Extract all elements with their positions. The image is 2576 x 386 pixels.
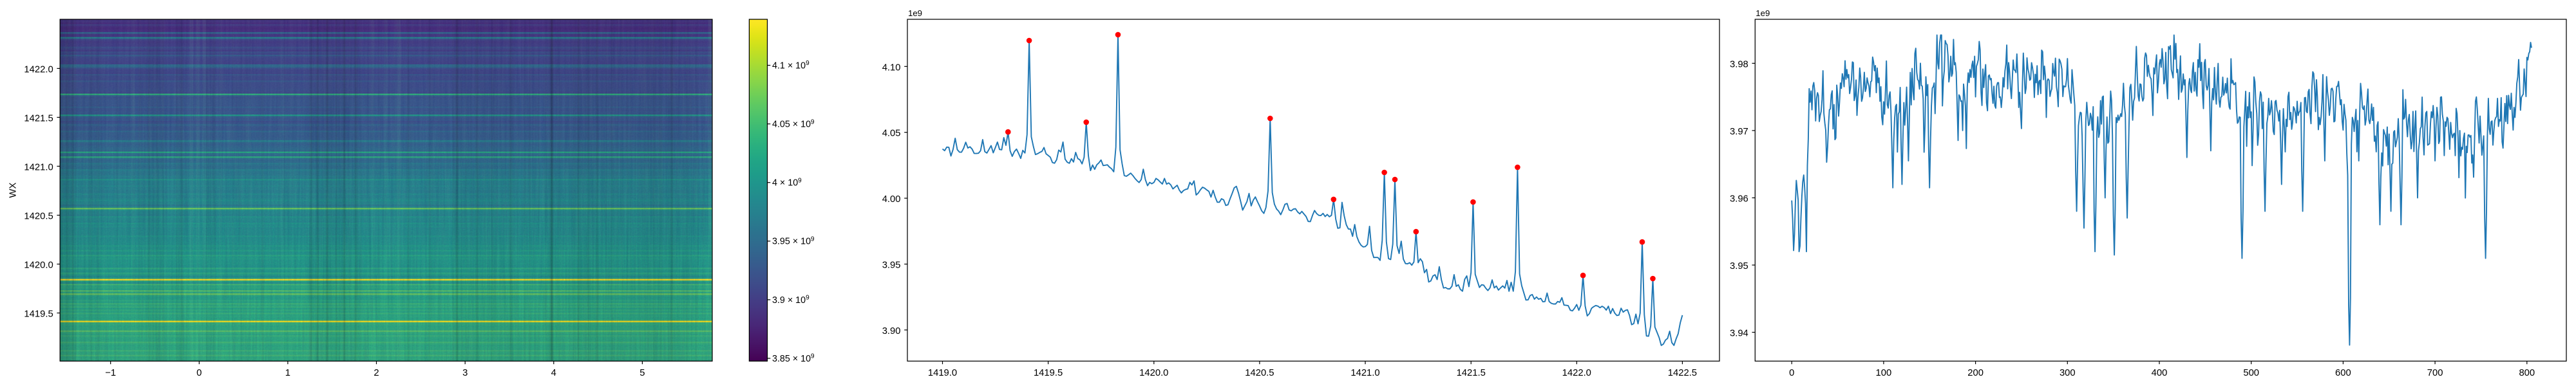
svg-text:1419.5: 1419.5 (24, 309, 53, 320)
svg-text:4.05 × 109: 4.05 × 109 (772, 118, 815, 129)
svg-text:0: 0 (1789, 368, 1794, 378)
svg-text:1421.5: 1421.5 (24, 113, 53, 124)
svg-text:4.05: 4.05 (882, 129, 901, 139)
svg-text:100: 100 (1876, 368, 1892, 378)
svg-text:3.96: 3.96 (1730, 194, 1748, 205)
svg-text:3.95: 3.95 (1730, 261, 1748, 271)
svg-text:4.00: 4.00 (882, 194, 901, 205)
svg-text:3: 3 (462, 368, 468, 378)
svg-text:1420.5: 1420.5 (24, 212, 53, 222)
svg-text:3.97: 3.97 (1730, 127, 1748, 137)
svg-text:800: 800 (2519, 368, 2535, 378)
svg-text:1419.5: 1419.5 (1034, 368, 1063, 378)
svg-text:4 × 109: 4 × 109 (772, 177, 802, 188)
svg-text:500: 500 (2243, 368, 2259, 378)
svg-text:300: 300 (2060, 368, 2076, 378)
svg-text:3.98: 3.98 (1730, 59, 1748, 69)
svg-text:1421.5: 1421.5 (1457, 368, 1486, 378)
svg-text:3.95: 3.95 (882, 261, 901, 271)
svg-text:−1: −1 (105, 368, 116, 378)
svg-text:1420.5: 1420.5 (1245, 368, 1274, 378)
svg-text:400: 400 (2152, 368, 2168, 378)
svg-text:4: 4 (551, 368, 556, 378)
svg-text:1421.0: 1421.0 (24, 162, 53, 172)
svg-text:3.94: 3.94 (1730, 329, 1748, 339)
svg-text:4.1 × 109: 4.1 × 109 (772, 60, 810, 71)
svg-text:3.90: 3.90 (882, 326, 901, 336)
svg-text:1422.0: 1422.0 (24, 64, 53, 75)
svg-text:WX: WX (8, 183, 19, 198)
svg-text:3.95 × 109: 3.95 × 109 (772, 236, 815, 247)
svg-text:4.10: 4.10 (882, 62, 901, 73)
svg-text:1: 1 (285, 368, 290, 378)
svg-text:1421.0: 1421.0 (1350, 368, 1379, 378)
svg-text:1e9: 1e9 (908, 8, 922, 18)
svg-text:1420.0: 1420.0 (24, 261, 53, 271)
svg-text:0: 0 (196, 368, 202, 378)
svg-text:700: 700 (2427, 368, 2443, 378)
svg-text:1420.0: 1420.0 (1139, 368, 1168, 378)
svg-text:3.85 × 109: 3.85 × 109 (772, 353, 815, 364)
svg-text:1422.5: 1422.5 (1668, 368, 1697, 378)
svg-text:1419.0: 1419.0 (928, 368, 957, 378)
svg-text:5: 5 (639, 368, 645, 378)
svg-text:2: 2 (374, 368, 379, 378)
svg-text:1422.0: 1422.0 (1562, 368, 1591, 378)
svg-text:200: 200 (1967, 368, 1984, 378)
svg-text:600: 600 (2335, 368, 2351, 378)
svg-text:1e9: 1e9 (1756, 8, 1770, 18)
svg-text:3.9 × 109: 3.9 × 109 (772, 295, 810, 306)
